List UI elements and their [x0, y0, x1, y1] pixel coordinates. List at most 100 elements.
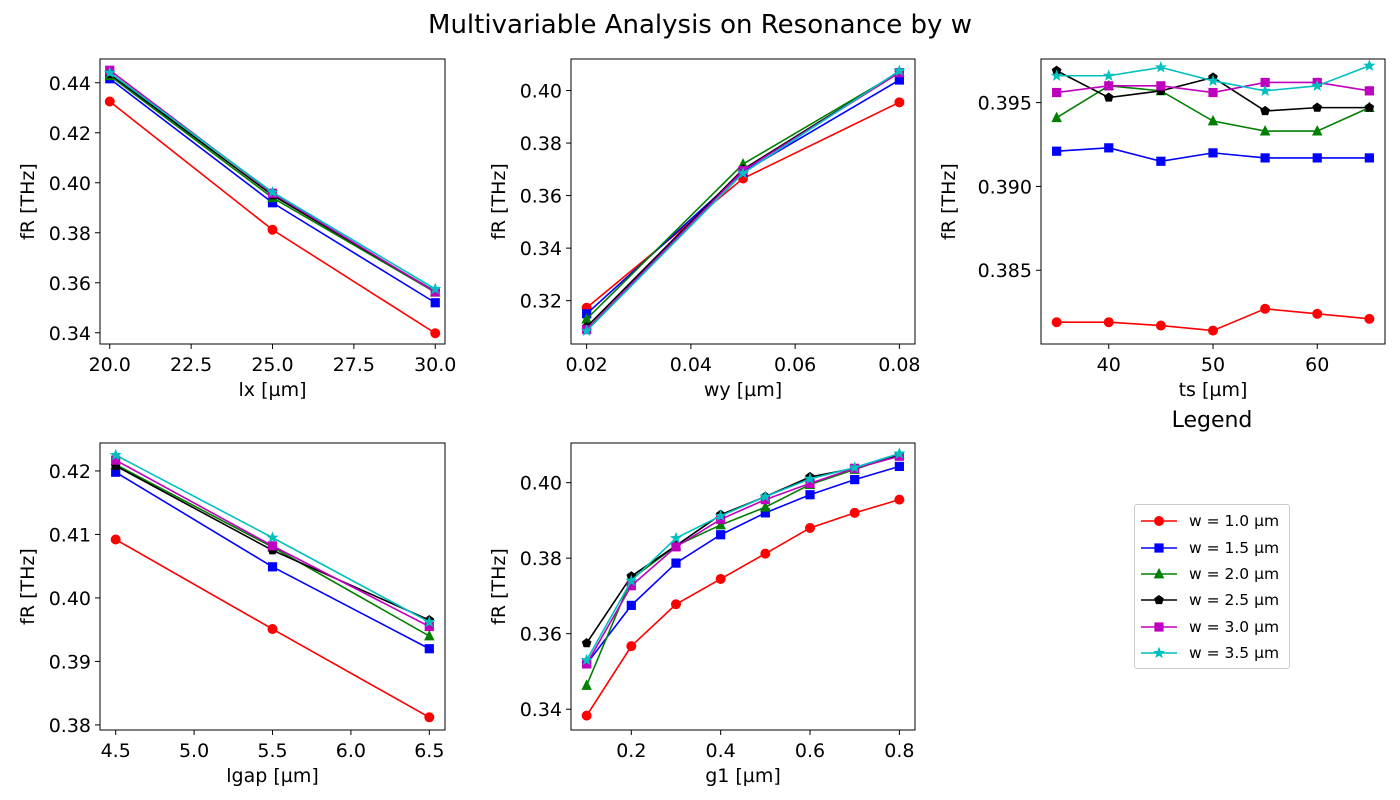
data-point [1051, 111, 1062, 123]
legend-entry: w = 2.0 µm [1135, 561, 1289, 587]
x-tick-label: 0.8 [884, 740, 914, 762]
data-point [580, 653, 593, 666]
data-point [1312, 153, 1322, 163]
y-tick-label: 0.42 [49, 461, 91, 483]
y-tick-label: 0.38 [520, 548, 562, 570]
legend-swatch-1 [1141, 542, 1177, 553]
x-axis-label: lgap [µm] [226, 765, 319, 787]
legend-swatch-0 [1141, 516, 1177, 527]
data-point [1364, 102, 1375, 112]
x-tick-label: 0.4 [706, 740, 736, 762]
data-point [267, 624, 278, 635]
y-tick-label: 0.40 [520, 473, 562, 495]
x-tick-label: 6.0 [336, 740, 366, 762]
data-point [103, 66, 116, 78]
data-point [429, 282, 442, 295]
data-point [1207, 114, 1219, 126]
data-point [1311, 79, 1324, 91]
data-point [430, 298, 440, 308]
data-point [894, 461, 904, 472]
series-line [115, 471, 430, 650]
x-tick-label: 40 [1097, 354, 1121, 376]
y-tick-label: 0.385 [978, 260, 1032, 282]
subplot-1: 20.0 22.5 25.0 27.5 30.0 0.34 0.36 0.38 0.40 0.42… [17, 58, 456, 401]
y-tick-label: 0.40 [49, 588, 91, 610]
x-tick-label: 0.08 [878, 354, 920, 376]
data-point [626, 600, 636, 610]
y-axis-label: fR [THz] [488, 548, 510, 625]
legend-title: Legend [1171, 408, 1253, 433]
data-point [430, 328, 441, 339]
legend-label: w = 2.5 µm [1189, 591, 1280, 610]
data-point [1156, 156, 1166, 166]
series-line [585, 453, 900, 686]
legend-label: w = 1.0 µm [1189, 512, 1280, 531]
data-point [580, 324, 593, 336]
y-tick-label: 0.34 [520, 238, 562, 260]
data-point [714, 509, 727, 522]
y-axis-label: fR [THz] [488, 163, 510, 240]
y-tick-label: 0.34 [520, 699, 562, 721]
data-point [1260, 105, 1270, 116]
y-axis-label: fR [THz] [17, 163, 39, 240]
legend-entry: w = 2.5 µm [1135, 587, 1289, 613]
data-point [803, 472, 817, 485]
y-tick-label: 0.39 [49, 651, 91, 673]
legend-swatch-4 [1141, 622, 1177, 632]
legend-label: w = 1.5 µm [1189, 538, 1280, 557]
data-point [1156, 81, 1166, 91]
data-point [581, 638, 592, 648]
subplot-2: 0.02 0.04 0.06 0.08 0.32 0.34 0.36 0.38 0.40 wy [… [488, 58, 921, 401]
data-point [1104, 143, 1114, 153]
data-point [670, 599, 681, 610]
data-point [1155, 320, 1166, 331]
data-point [1259, 84, 1272, 96]
data-point [893, 447, 906, 459]
x-tick-label: 30.0 [414, 354, 456, 376]
data-point [1208, 87, 1218, 98]
legend-entry: w = 3.5 µm [1135, 640, 1289, 666]
data-point [267, 562, 278, 572]
x-tick-label: 5.5 [257, 740, 287, 762]
data-point [626, 641, 637, 652]
x-axis-label: g1 [µm] [705, 765, 781, 787]
data-point [109, 448, 122, 461]
data-point [848, 461, 861, 473]
data-point [1208, 325, 1219, 336]
legend-marker [1153, 567, 1165, 579]
data-point [424, 644, 434, 654]
data-point [805, 490, 815, 500]
x-tick-label: 6.5 [414, 740, 444, 762]
x-tick-label: 5.0 [179, 740, 209, 762]
data-point [1104, 81, 1114, 91]
y-tick-label: 0.38 [49, 715, 91, 737]
data-point [850, 475, 860, 485]
y-tick-label: 0.38 [49, 223, 91, 245]
data-point [1052, 87, 1062, 98]
series-line [586, 70, 900, 332]
y-tick-label: 0.38 [520, 133, 562, 155]
x-tick-label: 0.02 [565, 354, 607, 376]
data-point [894, 494, 905, 505]
data-point [669, 531, 683, 544]
x-axis-label: ts [µm] [1179, 379, 1248, 401]
subplot-4: 4.5 5.0 5.5 6.0 6.5 0.38 0.39 0.40 0.41 0.42 lgap … [17, 442, 446, 787]
series-line [586, 101, 900, 309]
data-point [849, 507, 860, 518]
data-point [1363, 59, 1376, 71]
data-point [1312, 308, 1323, 319]
x-tick-label: 0.06 [774, 354, 816, 376]
data-point [267, 224, 278, 235]
y-tick-label: 0.40 [520, 81, 562, 103]
series-line [109, 69, 436, 293]
data-point [1050, 69, 1063, 81]
series-line [585, 498, 900, 717]
x-tick-label: 0.2 [616, 740, 646, 762]
data-point [266, 185, 279, 198]
legend-entry: w = 1.0 µm [1135, 508, 1289, 534]
x-tick-label: 0.6 [795, 740, 825, 762]
x-tick-label: 27.5 [333, 354, 375, 376]
data-point [715, 573, 726, 584]
data-point [1103, 317, 1114, 328]
series-line [585, 455, 900, 665]
